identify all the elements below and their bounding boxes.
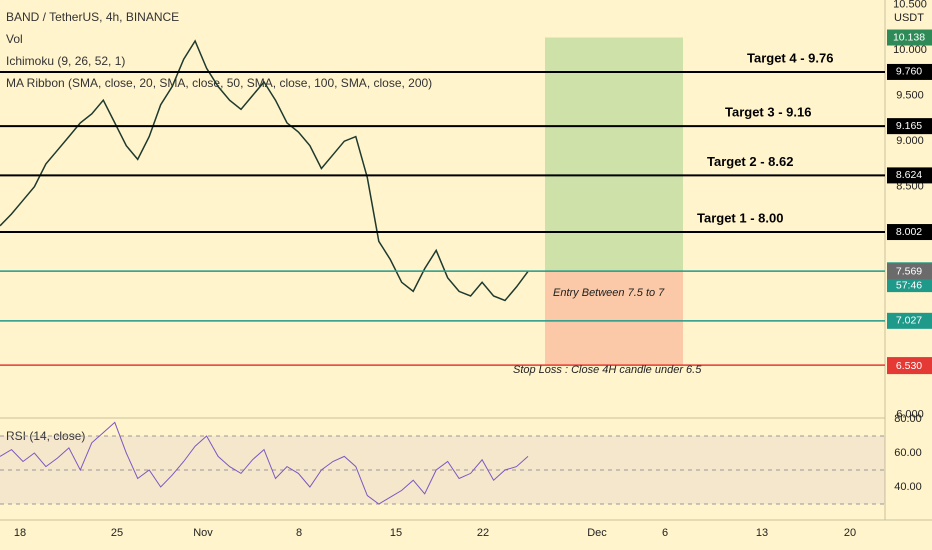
x-tick-label: Dec [587,527,607,539]
x-tick-label: 8 [296,527,302,539]
target-label: Target 3 - 9.16 [725,105,811,120]
x-tick-label: 25 [111,527,123,539]
rsi-line [0,421,529,505]
price-tag-bg [887,358,932,375]
target-price-tag-bg [887,167,932,184]
x-tick-label: 15 [390,527,402,539]
target-price-tag: 8.002 [896,226,922,238]
price-line [0,39,529,302]
x-tick-label: Nov [193,527,213,539]
x-tick-label: 6 [662,527,668,539]
target-price-tag-bg [887,224,932,241]
symbol: BAND / TetherUS, 4h, BINANCE [6,10,179,24]
indicator: Ichimoku (9, 26, 52, 1) [6,54,125,68]
profit-price-tag: 10.138 [893,31,925,43]
x-tick-label: 13 [756,527,768,539]
target-label: Target 1 - 8.00 [697,210,783,225]
target-price-tag: 8.624 [896,169,922,181]
stop-label: Stop Loss : Close 4H candle under 6.5 [513,364,702,376]
indicator: MA Ribbon (SMA, close, 20, SMA, close, 5… [6,76,432,90]
target-price-tag: 9.165 [896,120,922,132]
y-tick-label: 9.000 [896,135,924,147]
entry-price-tag: 7.027 [896,315,922,327]
x-tick-label: 22 [477,527,489,539]
target-label: Target 4 - 9.76 [747,50,833,65]
rsi-tick-label: 80.00 [894,413,922,425]
profit-price-tag-bg [887,29,932,46]
rsi-tick-label: 60.00 [894,447,922,459]
x-tick-label: 18 [14,527,26,539]
y-tick-label: 8.500 [896,181,924,193]
x-tick-label: 20 [844,527,856,539]
entry-label: Entry Between 7.5 to 7 [553,287,665,299]
price-tag: 7.569 [896,265,922,277]
currency: USDT [894,12,924,24]
y-tick-label: 10.000 [893,44,927,56]
indicator: Vol [6,32,23,46]
y-tick-label: 9.500 [896,90,924,102]
loss-zone [545,271,683,366]
rsi-tick-label: 40.00 [894,481,922,493]
price-tag-bg [887,263,932,280]
target-price-tag-bg [887,63,932,80]
price-tag: 6.530 [896,360,922,372]
entry-price-tag-bg [887,312,932,329]
rsi-title: RSI (14, close) [6,429,85,443]
countdown-bg [887,279,932,293]
countdown: 57:46 [896,279,922,291]
y-tick-label: 6.000 [896,408,924,420]
target-price-tag-bg [887,118,932,135]
target-price-tag: 9.760 [896,66,922,78]
y-tick-label: 10.500 [893,0,927,10]
target-label: Target 2 - 8.62 [707,154,793,169]
header: BAND / TetherUS, 4h, BINANCE Vol Ichimok… [6,10,432,90]
